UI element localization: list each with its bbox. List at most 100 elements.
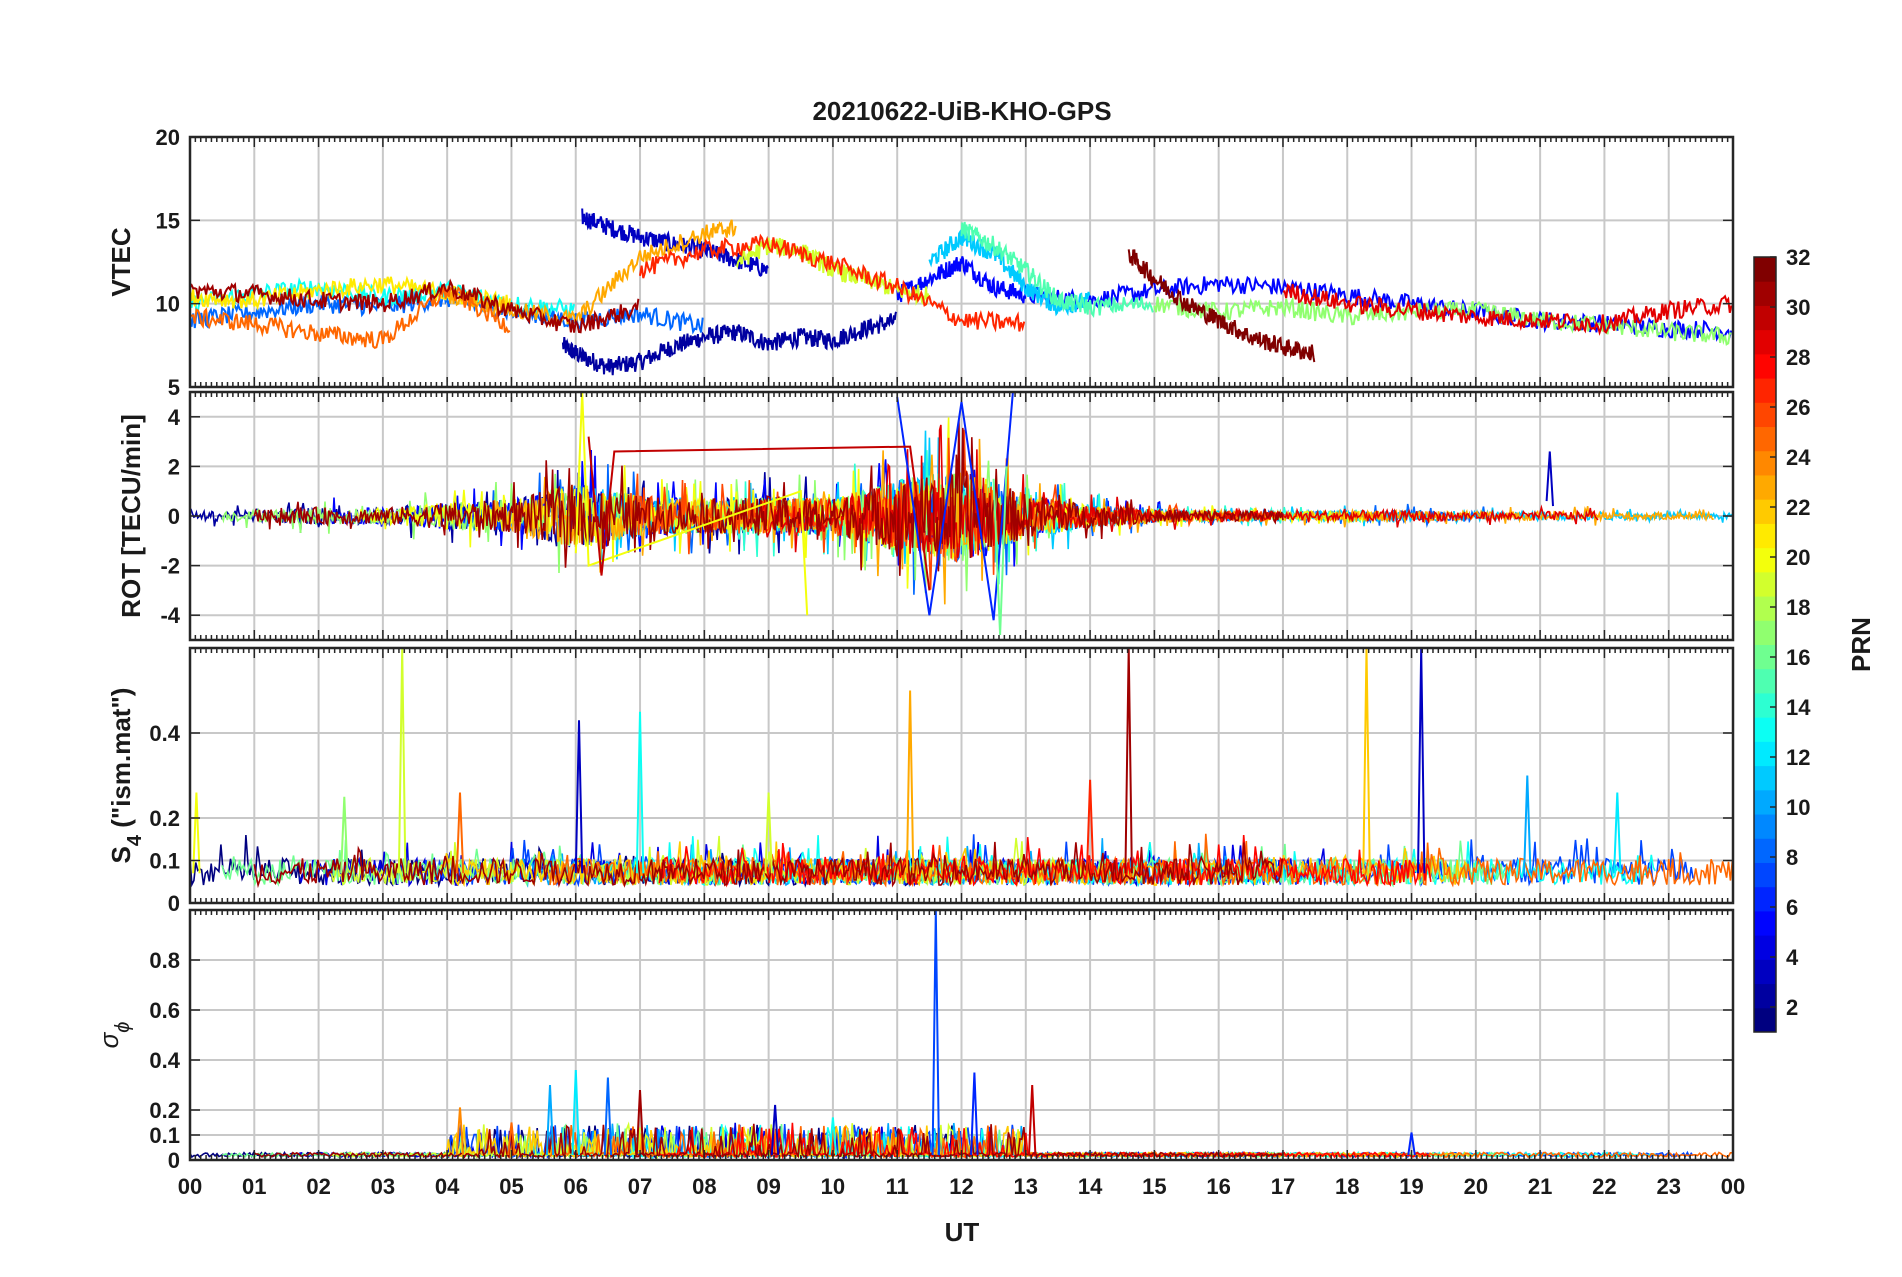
vtec-line-prn-8 [190,290,704,335]
panel-rot: -4 -2 0 2 4 ROT [TECU/min] [116,390,1735,642]
y-tick-label: 5 [168,375,180,400]
y-tick-label: 0.1 [149,849,180,874]
ticks-sigma_phi: 00.10.2 0.4 0.6 0.8 [149,910,1734,1173]
colorbar-segment [1754,668,1776,694]
x-tick-label: 04 [435,1174,460,1199]
s4-spike-prn-19 [764,792,773,874]
data-rot [190,392,1733,636]
s4-line-prn-19 [330,835,1104,887]
x-tick-label: 16 [1206,1174,1230,1199]
colorbar-segment [1754,886,1776,912]
colorbar-segment [1754,329,1776,355]
y-tick-label: 2 [168,454,180,479]
colorbar-segment [1754,450,1776,476]
colorbar-segment [1754,935,1776,960]
x-tick-label: 07 [628,1174,652,1199]
sigma_phi-spike-prn-6 [970,1072,979,1156]
y-tick-label: 15 [156,208,180,233]
x-tick-label: 21 [1528,1174,1552,1199]
y-tick-label: -2 [160,554,180,579]
sigma_phi-spike-prn-7 [931,910,940,1156]
colorbar-segment [1754,789,1776,815]
panel-sigma_phi: 00.10.2 0.4 0.6 0.8 σϕ [94,908,1735,1173]
colorbar-tick-label: 6 [1786,895,1798,920]
colorbar-segment [1754,717,1776,742]
sigma_phi-spike-prn-24 [455,1107,465,1156]
y-tick-label: 0.2 [149,1098,180,1123]
x-tick-label: 14 [1078,1174,1103,1199]
colorbar-label: PRN [1846,617,1876,672]
colorbar-segment [1754,378,1776,403]
sigma_phi-spike-prn-6 [1407,1132,1416,1156]
colorbar-tick-label: 4 [1786,945,1799,970]
x-tick-label: 09 [756,1174,780,1199]
x-tick-label: 20 [1464,1174,1488,1199]
y-label-main: σ [94,1031,124,1048]
x-tick-labels: 00 01 02 03 04 05 06 07 08 09 10 11 12 13 14 15 16 17 18 19… [178,1174,1745,1199]
rot-line-prn-31 [253,418,1284,576]
colorbar-segment [1754,765,1776,791]
s4-spike-prn-3 [574,720,584,874]
s4-spike-prn-22 [1362,648,1371,874]
s4-spike-prn-13 [635,711,645,874]
s4-spike-prn-23 [905,690,915,874]
vtec-line-prn-29 [1282,282,1733,336]
sigma_phi-spike-prn-25 [507,1122,516,1156]
x-axis-label: UT [945,1217,980,1247]
y-tick-label: 0 [168,1148,180,1173]
s4-spike-prn-20 [192,792,201,874]
y-tick-label: 0.8 [149,948,180,973]
colorbar-frame [1753,256,1777,1033]
colorbar-segment [1754,257,1776,282]
ticks-rot: -4 -2 0 2 4 [160,392,1734,640]
colorbar-segment [1754,571,1776,597]
colorbar-tick-label: 22 [1786,495,1810,520]
colorbar-segment [1754,596,1776,621]
sigma_phi-spike-prn-30 [1028,1084,1037,1156]
s4-line-prn-31 [253,841,1284,889]
colorbar-tick-label: 8 [1786,845,1798,870]
sigma_phi-spike-prn-10 [545,1084,555,1156]
colorbar-segment [1754,305,1776,331]
s4-spike-prn-31 [1124,648,1133,874]
data-s4 [190,648,1733,889]
colorbar-segment [1754,983,1776,1009]
s4-spike-prn-25 [455,792,465,874]
rot-spike-prn-20 [574,392,809,616]
y-label-sub: ϕ [112,1022,134,1033]
s4-spike-prn-12 [1613,792,1622,874]
rot-spike-prn-30 [587,436,931,591]
x-tick-label: 11 [886,1174,909,1199]
x-tick-label: 03 [371,1174,395,1199]
colorbar-segment [1754,814,1776,839]
colorbar-segment [1754,838,1776,863]
y-tick-label: 0 [168,891,180,916]
colorbar-tick-label: 10 [1786,795,1810,820]
colorbar-segment [1754,281,1776,306]
s4-spike-prn-27 [1085,779,1095,874]
vtec-line-prn-31 [190,278,640,334]
s4-spike-prn-17 [340,796,349,874]
colorbar-segment [1754,474,1776,500]
colorbar-segment [1754,499,1776,524]
ticks-vtec: 5 10 15 20 [156,125,1734,400]
vtec-line-prn-32 [1127,249,1316,363]
x-tick-label: 23 [1656,1174,1680,1199]
chart-title: 20210622-UiB-KHO-GPS [812,96,1111,126]
s4-line-prn-28 [658,834,1432,888]
colorbar-segment [1754,620,1776,645]
y-axis-label-rot: ROT [TECU/min] [116,414,146,618]
colorbar-segment [1754,692,1776,718]
colorbar-segment [1754,959,1776,985]
rot-spike-prn-16 [992,466,1008,636]
colorbar-segment [1754,1007,1776,1033]
y-tick-label: 0.4 [149,721,180,746]
sigma_phi-spike-prn-3 [770,1104,780,1156]
colorbar-tick-label: 28 [1786,345,1810,370]
colorbar-tick-label: 2 [1786,995,1798,1020]
colorbar-tick-label: 18 [1786,595,1810,620]
sigma_phi-spike-prn-12 [571,1069,580,1156]
